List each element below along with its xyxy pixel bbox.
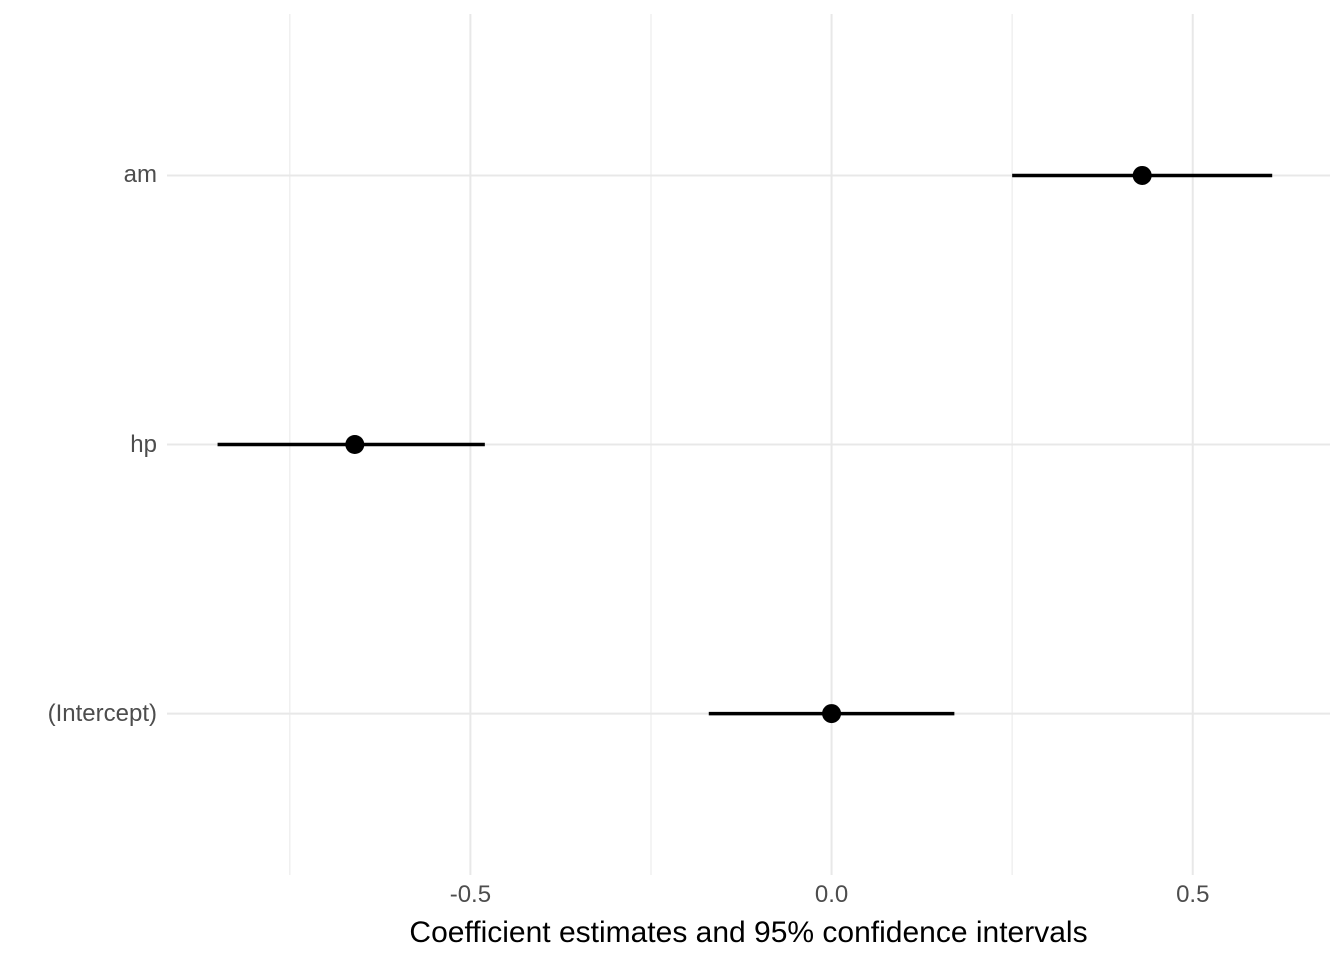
x-axis-tick-label: 0.0 (814, 881, 849, 908)
estimate-point (1132, 165, 1152, 185)
y-axis-label: am (123, 161, 157, 189)
x-axis-tick-label: -0.5 (449, 881, 492, 908)
estimate-point (345, 435, 365, 454)
x-axis-title: Coefficient estimates and 95% confidence… (409, 916, 1088, 949)
estimate-point (822, 704, 842, 724)
y-axis-label: hp (130, 430, 157, 458)
y-axis-label: (Intercept) (47, 699, 157, 727)
x-axis-tick-label: 0.5 (1176, 881, 1210, 908)
